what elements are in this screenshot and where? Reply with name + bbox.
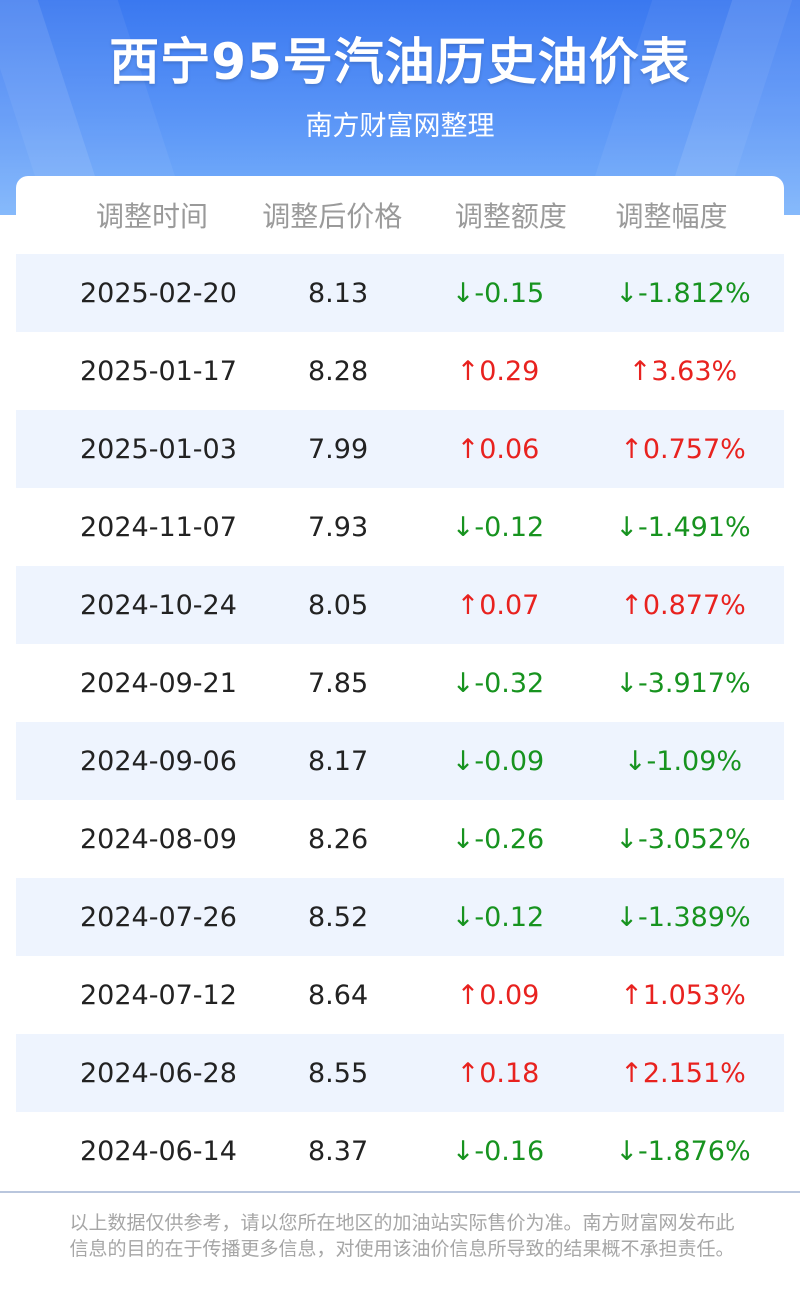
cell-price: 8.26 [308, 823, 369, 855]
cell-change: ↑0.07 [456, 589, 540, 621]
table-row: 2024-06-14 8.37 ↓-0.16 ↓-1.876% [16, 1112, 784, 1190]
table-body: 2025-02-20 8.13 ↓-0.15 ↓-1.812% 2025-01-17 8.… [16, 254, 784, 1190]
cell-date: 2024-06-14 [80, 1135, 237, 1167]
cell-percent: ↓-3.052% [615, 823, 751, 855]
cell-price: 8.37 [308, 1135, 369, 1167]
cell-percent: ↓-3.917% [615, 667, 751, 699]
cell-price: 8.64 [308, 979, 369, 1011]
cell-price: 8.55 [308, 1057, 369, 1089]
table-row: 2024-09-21 7.85 ↓-0.32 ↓-3.917% [16, 644, 784, 722]
cell-change: ↓-0.16 [451, 1135, 545, 1167]
cell-change: ↓-0.32 [451, 667, 545, 699]
cell-percent: ↑2.151% [620, 1057, 746, 1089]
table-row: 2025-02-20 8.13 ↓-0.15 ↓-1.812% [16, 254, 784, 332]
column-header-change: 调整额度 [454, 200, 567, 233]
cell-percent: ↑3.63% [628, 355, 738, 387]
page-title: 西宁95号汽油历史油价表 [109, 33, 691, 91]
cell-price: 8.13 [308, 277, 369, 309]
cell-change: ↓-0.15 [451, 277, 545, 309]
cell-change: ↓-0.12 [451, 901, 545, 933]
cell-change: ↓-0.12 [451, 511, 545, 543]
cell-date: 2024-10-24 [80, 589, 237, 621]
cell-change: ↑0.18 [456, 1057, 540, 1089]
page-subtitle: 南方财富网整理 [305, 111, 495, 142]
cell-date: 2024-08-09 [80, 823, 237, 855]
table-header: 调整时间 调整后价格 调整额度 调整幅度 [16, 176, 784, 254]
table-row: 2025-01-03 7.99 ↑0.06 ↑0.757% [16, 410, 784, 488]
column-header-percent: 调整幅度 [615, 200, 728, 233]
cell-change: ↓-0.09 [451, 745, 545, 777]
cell-price: 8.52 [308, 901, 369, 933]
column-header-price: 调整后价格 [262, 200, 403, 233]
cell-percent: ↑0.877% [620, 589, 746, 621]
cell-date: 2024-06-28 [80, 1057, 237, 1089]
cell-change: ↑0.06 [456, 433, 540, 465]
price-table-card: 调整时间 调整后价格 调整额度 调整幅度 2025-02-20 8.13 ↓-0.1… [16, 176, 784, 1192]
cell-percent: ↓-1.876% [615, 1135, 751, 1167]
cell-price: 7.99 [308, 433, 369, 465]
cell-percent: ↓-1.09% [623, 745, 743, 777]
cell-date: 2025-01-17 [80, 355, 237, 387]
cell-price: 8.28 [308, 355, 369, 387]
cell-date: 2025-02-20 [80, 277, 237, 309]
cell-date: 2024-09-06 [80, 745, 237, 777]
cell-price: 8.05 [308, 589, 369, 621]
cell-change: ↑0.29 [456, 355, 540, 387]
table-row: 2024-07-26 8.52 ↓-0.12 ↓-1.389% [16, 878, 784, 956]
cell-date: 2024-07-12 [80, 979, 237, 1011]
cell-date: 2024-11-07 [80, 511, 237, 543]
disclaimer-text: 以上数据仅供参考，请以您所在地区的加油站实际售价为准。南方财富网发布此信息的目的… [69, 1212, 735, 1260]
cell-percent: ↓-1.812% [615, 277, 751, 309]
cell-price: 7.85 [308, 667, 369, 699]
column-header-date: 调整时间 [96, 200, 209, 233]
table-row: 2024-11-07 7.93 ↓-0.12 ↓-1.491% [16, 488, 784, 566]
cell-percent: ↑0.757% [620, 433, 746, 465]
cell-date: 2024-09-21 [80, 667, 237, 699]
footer-divider [0, 1191, 800, 1193]
cell-percent: ↑1.053% [620, 979, 746, 1011]
table-row: 2024-07-12 8.64 ↑0.09 ↑1.053% [16, 956, 784, 1034]
cell-date: 2025-01-03 [80, 433, 237, 465]
cell-change: ↑0.09 [456, 979, 540, 1011]
table-row: 2025-01-17 8.28 ↑0.29 ↑3.63% [16, 332, 784, 410]
cell-change: ↓-0.26 [451, 823, 545, 855]
table-row: 2024-08-09 8.26 ↓-0.26 ↓-3.052% [16, 800, 784, 878]
cell-percent: ↓-1.491% [615, 511, 751, 543]
cell-date: 2024-07-26 [80, 901, 237, 933]
table-row: 2024-09-06 8.17 ↓-0.09 ↓-1.09% [16, 722, 784, 800]
cell-price: 8.17 [308, 745, 369, 777]
cell-percent: ↓-1.389% [615, 901, 751, 933]
table-row: 2024-06-28 8.55 ↑0.18 ↑2.151% [16, 1034, 784, 1112]
table-row: 2024-10-24 8.05 ↑0.07 ↑0.877% [16, 566, 784, 644]
cell-price: 7.93 [308, 511, 369, 543]
